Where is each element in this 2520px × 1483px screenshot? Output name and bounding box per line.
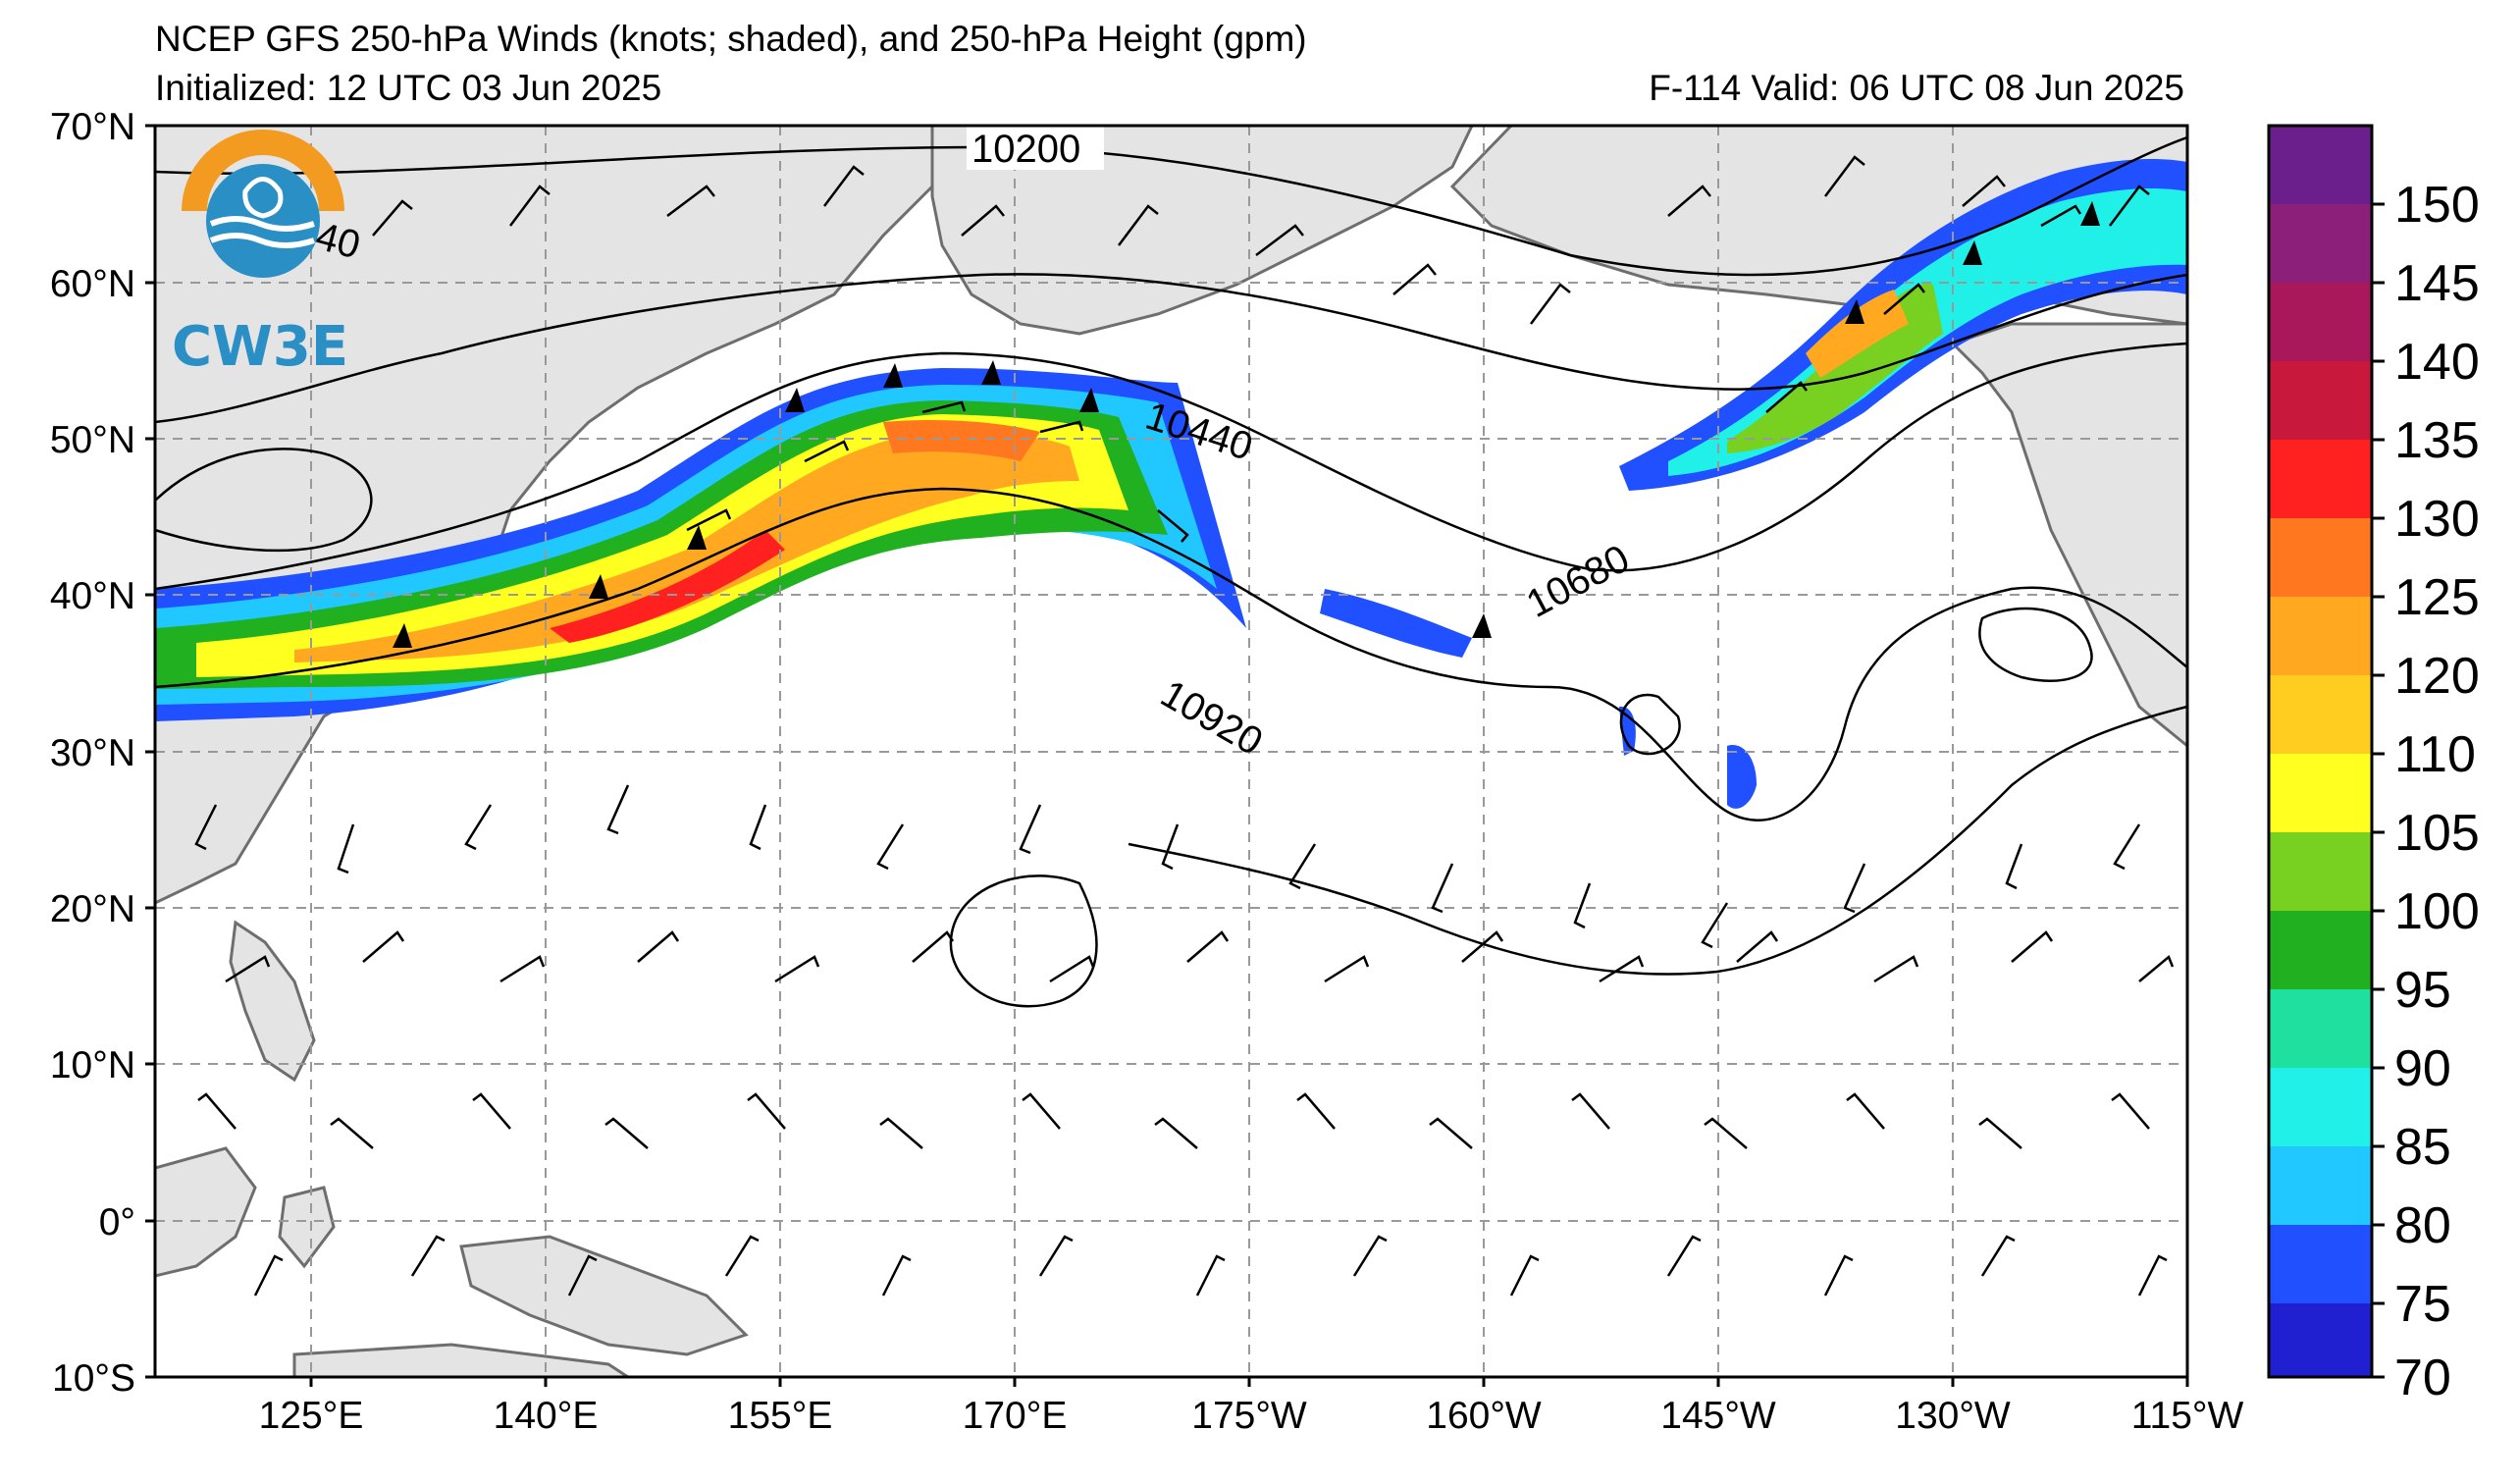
colorbar-tick: 125 [2394, 569, 2480, 626]
colorbar-swatch [2269, 597, 2372, 675]
colorbar-tick: 100 [2394, 883, 2480, 940]
contour-label-10200: 10200 [971, 128, 1080, 171]
colorbar-tick: 130 [2394, 491, 2480, 548]
colorbar-swatch [2269, 126, 2372, 204]
new-guinea-land [459, 1235, 749, 1356]
lat-label: 10°N [50, 1044, 135, 1086]
lon-label: 175°W [1191, 1395, 1307, 1437]
colorbar-swatch [2269, 204, 2372, 283]
lat-label: 60°N [50, 263, 135, 305]
colorbar-tick: 110 [2394, 726, 2476, 783]
cw3e-logo: CW3E [172, 130, 348, 379]
colorbar-tick: 80 [2394, 1197, 2451, 1254]
colorbar-tick: 140 [2394, 334, 2480, 391]
jet-shading-east [1320, 159, 2187, 809]
colorbar-swatch [2269, 911, 2372, 989]
map-layers: 10200 10440 10680 10920 10440 [155, 126, 2187, 1377]
height-contours [155, 135, 2187, 1008]
colorbar-tick: 150 [2394, 177, 2480, 234]
colorbar-tick: 120 [2394, 648, 2480, 705]
borneo-land [155, 1146, 257, 1278]
lat-label: 0° [99, 1201, 135, 1244]
colorbar-tick: 135 [2394, 412, 2480, 469]
lon-labels: 125°E 140°E 155°E 170°E 175°W 160°W 145°… [259, 1395, 2244, 1437]
lon-label: 160°W [1426, 1395, 1542, 1437]
lat-label: 50°N [50, 419, 135, 461]
colorbar-swatch [2269, 1225, 2372, 1303]
sulawesi-land [278, 1186, 336, 1269]
lon-label: 145°W [1660, 1395, 1776, 1437]
colorbar-swatch [2269, 989, 2372, 1068]
graticule [155, 126, 2187, 1377]
lat-label: 40°N [50, 575, 135, 617]
colorbar-swatch [2269, 283, 2372, 361]
lon-label: 115°W [2131, 1395, 2244, 1437]
colorbar-swatch [2269, 1303, 2372, 1377]
colorbar-swatch [2269, 361, 2372, 440]
wind-flags [393, 201, 2100, 648]
colorbar-swatch [2269, 440, 2372, 518]
colorbar-swatch [2269, 1146, 2372, 1225]
lon-label: 170°E [963, 1395, 1068, 1437]
water-drop-icon [242, 177, 284, 219]
colorbar-swatch [2269, 832, 2372, 911]
init-time: Initialized: 12 UTC 03 Jun 2025 [155, 68, 662, 108]
colorbar-tick: 85 [2394, 1119, 2451, 1176]
axis-ticks [145, 124, 2189, 1387]
lat-label: 70°N [50, 106, 135, 148]
logo-text: CW3E [172, 315, 348, 379]
lon-label: 140°E [494, 1395, 599, 1437]
lon-label: 155°E [728, 1395, 833, 1437]
colorbar-swatch [2269, 754, 2372, 832]
colorbar-tick: 90 [2394, 1040, 2451, 1097]
colorbar: 150 145 140 135 130 125 120 110 105 100 … [2267, 124, 2480, 1406]
lon-label: 125°E [259, 1395, 364, 1437]
colorbar-swatch [2269, 675, 2372, 754]
philippines-land [229, 920, 316, 1083]
colorbar-tick: 75 [2394, 1276, 2451, 1333]
lat-label: 20°N [50, 888, 135, 930]
colorbar-tick: 70 [2394, 1350, 2451, 1406]
valid-time: F-114 Valid: 06 UTC 08 Jun 2025 [1649, 68, 2184, 108]
lon-label: 130°W [1895, 1395, 2011, 1437]
lat-label: 10°S [52, 1357, 135, 1400]
map-title: NCEP GFS 250-hPa Winds (knots; shaded), … [155, 19, 1307, 59]
siberia-land [930, 126, 1474, 336]
colorbar-swatch [2269, 1068, 2372, 1146]
colorbar-tick: 105 [2394, 805, 2480, 862]
colorbar-swatch [2269, 518, 2372, 597]
wind-barbs [194, 155, 2175, 1297]
colorbar-tick: 95 [2394, 962, 2451, 1019]
colorbar-frame [2267, 124, 2374, 1379]
lat-labels: 70°N 60°N 50°N 40°N 30°N 20°N 10°N 0° 10… [50, 106, 135, 1400]
colorbar-tick: 145 [2394, 255, 2480, 312]
lat-label: 30°N [50, 732, 135, 774]
